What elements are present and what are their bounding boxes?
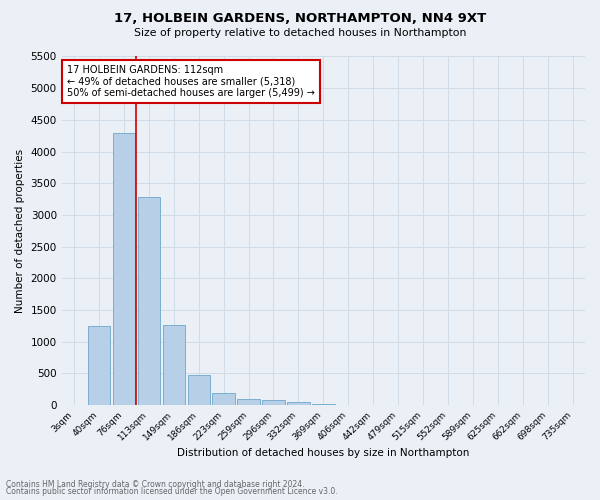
Text: 17, HOLBEIN GARDENS, NORTHAMPTON, NN4 9XT: 17, HOLBEIN GARDENS, NORTHAMPTON, NN4 9X… [114, 12, 486, 26]
Bar [88, 326, 110, 405]
Text: Size of property relative to detached houses in Northampton: Size of property relative to detached ho… [134, 28, 466, 38]
Bar [212, 393, 235, 405]
Bar [113, 132, 135, 405]
Bar [287, 402, 310, 405]
Bar [312, 404, 335, 405]
Bar [163, 324, 185, 405]
Bar [238, 400, 260, 405]
Y-axis label: Number of detached properties: Number of detached properties [15, 148, 25, 313]
Bar [137, 197, 160, 405]
Bar [188, 374, 210, 405]
X-axis label: Distribution of detached houses by size in Northampton: Distribution of detached houses by size … [177, 448, 470, 458]
Bar [262, 400, 285, 405]
Text: Contains HM Land Registry data © Crown copyright and database right 2024.: Contains HM Land Registry data © Crown c… [6, 480, 305, 489]
Text: 17 HOLBEIN GARDENS: 112sqm
← 49% of detached houses are smaller (5,318)
50% of s: 17 HOLBEIN GARDENS: 112sqm ← 49% of deta… [67, 65, 315, 98]
Text: Contains public sector information licensed under the Open Government Licence v3: Contains public sector information licen… [6, 488, 338, 496]
